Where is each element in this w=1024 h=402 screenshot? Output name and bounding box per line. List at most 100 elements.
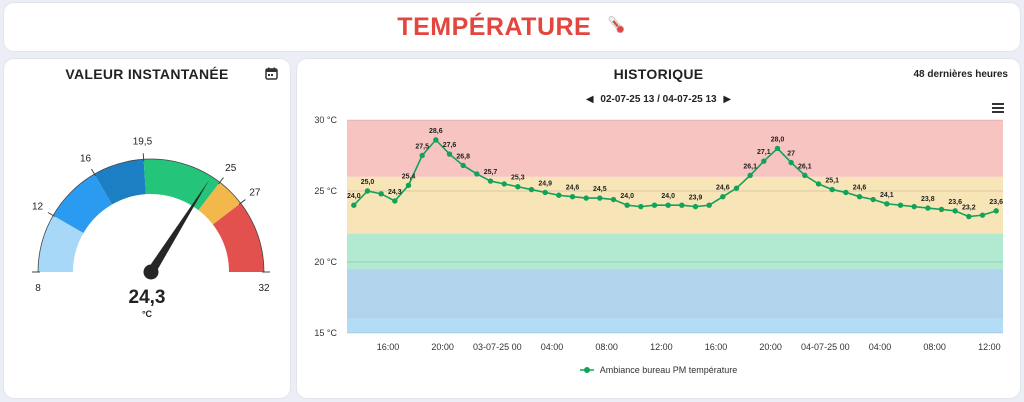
data-point (938, 206, 945, 213)
x-tick-label: 03-07-25 00 (473, 342, 522, 352)
data-point (638, 203, 644, 210)
data-label: 26,1 (743, 163, 757, 170)
data-label: 24,1 (880, 192, 894, 199)
data-point (720, 193, 726, 200)
data-point (515, 184, 521, 190)
x-tick-label: 12:00 (978, 342, 1001, 352)
data-point (815, 181, 822, 187)
data-point (378, 191, 384, 197)
gauge-needle-hub (143, 264, 159, 280)
data-point (761, 158, 767, 164)
gauge-tick (47, 212, 56, 217)
gauge: 8 12 16 19,5 25 27 32 (32, 136, 270, 294)
x-tick-label: 16:00 (377, 342, 400, 352)
gauge-title: VALEUR INSTANTANÉE (65, 66, 229, 82)
calendar-icon[interactable] (265, 67, 278, 85)
data-label: 27,1 (757, 149, 771, 156)
y-tick-label: 15 °C (314, 328, 337, 338)
data-point (528, 186, 535, 193)
caret-right-icon[interactable]: ▶ (723, 94, 732, 105)
y-tick-label: 25 °C (314, 186, 337, 196)
data-label: 23,8 (921, 196, 935, 203)
data-label: 24,0 (347, 193, 361, 200)
x-tick-label: 16:00 (705, 342, 728, 352)
data-label: 28,6 (429, 128, 443, 135)
data-point (610, 196, 617, 203)
data-label: 24,6 (566, 185, 580, 192)
x-tick-label: 04:00 (541, 342, 564, 352)
data-point (597, 195, 603, 201)
data-point (993, 208, 999, 214)
gauge-tick-label: 27 (249, 187, 261, 198)
data-point (405, 182, 412, 189)
legend-marker-icon (579, 366, 594, 376)
data-point (474, 171, 480, 177)
period-label: 48 dernières heures (913, 69, 1009, 80)
data-point (651, 202, 658, 208)
title-card: TEMPÉRATURE (4, 3, 1020, 51)
date-range: 02-07-25 13 / 04-07-25 13 (600, 94, 717, 105)
hamburger-menu-icon[interactable] (992, 100, 1004, 118)
data-point (433, 137, 439, 143)
x-tick-label: 04:00 (869, 342, 892, 352)
data-label: 23,6 (948, 199, 962, 206)
data-point (966, 213, 972, 220)
x-tick-label: 12:00 (650, 342, 673, 352)
data-label: 26,8 (456, 153, 470, 160)
data-point (802, 172, 808, 179)
data-point (692, 203, 699, 210)
gauge-tick-label: 12 (32, 202, 44, 213)
gauge-tick (142, 153, 145, 162)
data-point (843, 189, 849, 196)
gauge-band-2 (94, 159, 146, 205)
x-tick-label: 08:00 (923, 342, 946, 352)
data-point (925, 205, 931, 211)
caret-left-icon[interactable]: ◀ (585, 94, 594, 105)
data-label: 24,0 (620, 193, 634, 200)
data-point (392, 198, 398, 204)
data-point (419, 152, 425, 159)
history-title: HISTORIQUE (613, 66, 704, 82)
data-point (665, 202, 671, 208)
data-point (870, 196, 876, 203)
gauge-needle (147, 179, 210, 275)
data-point (569, 193, 576, 200)
data-point (501, 181, 507, 187)
x-tick-label: 20:00 (759, 342, 782, 352)
data-point (706, 202, 712, 208)
chart-band-4 (347, 120, 1003, 177)
history-card: 15 °C 20 °C 25 °C 30 °C 16:00 20:00 03-07-25 0… (297, 59, 1020, 398)
chart-band-1 (347, 269, 1003, 319)
data-point (460, 162, 466, 169)
data-point (624, 202, 630, 208)
data-point (351, 202, 357, 208)
x-tick-label: 20:00 (431, 342, 454, 352)
gauge-band-4 (198, 182, 241, 225)
chart-band-2 (347, 233, 1003, 270)
data-label: 24,3 (388, 189, 402, 196)
data-label: 25,0 (361, 179, 375, 186)
gauge-unit: °C (141, 309, 153, 319)
gauge-band-1 (53, 174, 112, 233)
gauge-value: 24,3 (128, 287, 166, 308)
chart-legend[interactable]: Ambiance bureau PM température (297, 365, 1020, 376)
gauge-tick (238, 199, 246, 205)
data-point (884, 201, 890, 207)
data-point (487, 178, 494, 184)
data-label: 23,6 (989, 199, 1003, 206)
data-label: 23,2 (962, 205, 976, 212)
data-label: 25,3 (511, 175, 525, 182)
history-chart: 15 °C 20 °C 25 °C 30 °C 16:00 20:00 03-07-25 0… (314, 115, 1003, 352)
gauge-tick (218, 177, 224, 185)
data-point (364, 188, 371, 194)
data-label: 24,0 (661, 193, 675, 200)
data-label: 28,0 (771, 136, 785, 143)
gauge-tick-label: 25 (225, 163, 237, 174)
thermometer-icon (605, 14, 627, 43)
data-point (979, 212, 986, 218)
data-point (774, 145, 781, 152)
legend-label: Ambiance bureau PM température (599, 365, 738, 375)
gauge-band-0 (38, 215, 84, 272)
data-label: 23,9 (689, 195, 703, 202)
data-point (788, 159, 794, 166)
